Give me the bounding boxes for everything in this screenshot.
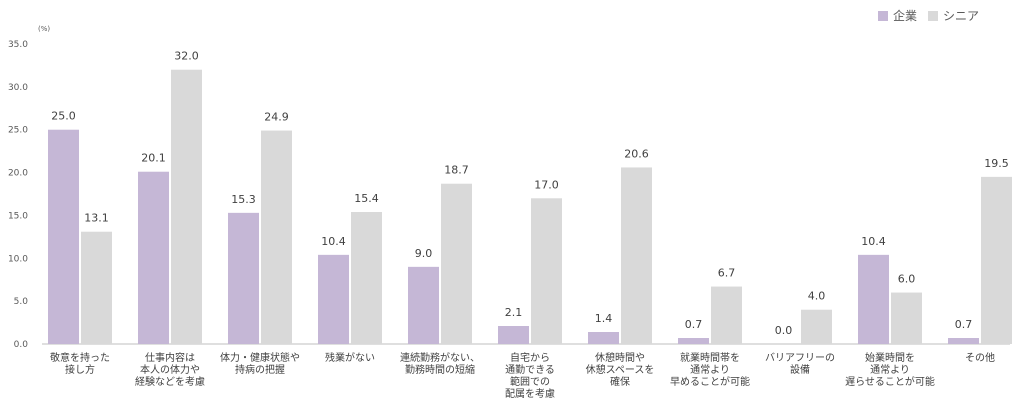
bar-kigyo bbox=[858, 254, 889, 344]
bar-kigyo bbox=[318, 254, 349, 344]
value-labels: 25.0 13.1 20.1 32.0 15.3 24.9 10.4 15.4 9.0 18.7 2… bbox=[51, 50, 1009, 337]
bar-senior bbox=[351, 212, 382, 344]
y-tick-label: 35.0 bbox=[8, 40, 28, 50]
category-label: 体力・健康状態や持病の把握 bbox=[220, 351, 300, 376]
value-label-kigyo: 2.1 bbox=[505, 306, 523, 319]
category-label: 敬意を持った接し方 bbox=[50, 351, 110, 376]
value-label-senior: 19.5 bbox=[984, 157, 1009, 170]
value-label-kigyo: 0.0 bbox=[775, 324, 793, 337]
category-label: 残業がない bbox=[325, 351, 375, 364]
y-tick-label: 5.0 bbox=[14, 297, 29, 307]
y-tick-label: 0.0 bbox=[14, 340, 29, 350]
value-label-senior: 6.7 bbox=[718, 267, 736, 280]
value-label-kigyo: 20.1 bbox=[141, 152, 166, 165]
bar-senior bbox=[621, 167, 652, 344]
value-label-senior: 17.0 bbox=[534, 178, 559, 191]
category-label: 始業時間を通常より遅らせることが可能 bbox=[845, 351, 935, 388]
bar-kigyo bbox=[408, 266, 439, 344]
bar-senior bbox=[801, 309, 832, 344]
legend-swatch-senior bbox=[928, 11, 938, 21]
bar-senior bbox=[981, 176, 1012, 344]
value-label-senior: 4.0 bbox=[808, 290, 826, 303]
legend-label-senior: シニア bbox=[943, 9, 979, 23]
value-label-senior: 18.7 bbox=[444, 164, 469, 177]
bar-senior bbox=[261, 130, 292, 344]
value-label-kigyo: 10.4 bbox=[861, 235, 886, 248]
bar-kigyo bbox=[588, 332, 619, 344]
y-axis: 0.0 5.0 10.0 15.0 20.0 25.0 30.0 35.0 bbox=[8, 40, 28, 350]
category-labels: 敬意を持った接し方仕事内容は本人の体力や経験などを考慮体力・健康状態や持病の把握… bbox=[50, 351, 995, 400]
bar-kigyo bbox=[138, 171, 169, 344]
bar-kigyo bbox=[48, 129, 79, 344]
value-label-kigyo: 0.7 bbox=[955, 318, 973, 331]
category-label: 休憩時間や休憩スペースを確保 bbox=[586, 351, 655, 388]
value-label-senior: 13.1 bbox=[84, 212, 109, 225]
value-label-kigyo: 9.0 bbox=[415, 247, 433, 260]
y-tick-label: 30.0 bbox=[8, 83, 28, 93]
value-label-senior: 20.6 bbox=[624, 147, 649, 160]
category-label: 連続勤務がない、勤務時間の短縮 bbox=[400, 351, 480, 376]
category-label: 就業時間帯を通常より早めることが可能 bbox=[670, 351, 750, 388]
value-label-kigyo: 10.4 bbox=[321, 235, 346, 248]
legend: 企業 シニア bbox=[878, 8, 979, 23]
value-label-kigyo: 15.3 bbox=[231, 193, 256, 206]
value-label-senior: 15.4 bbox=[354, 192, 379, 205]
legend-swatch-kigyo bbox=[878, 11, 888, 21]
bar-senior bbox=[711, 286, 742, 344]
category-label: その他 bbox=[965, 351, 995, 364]
bar-senior bbox=[81, 231, 112, 344]
bar-senior bbox=[531, 198, 562, 344]
value-label-senior: 32.0 bbox=[174, 50, 199, 63]
bar-kigyo bbox=[228, 212, 259, 344]
y-tick-label: 20.0 bbox=[8, 169, 28, 179]
value-label-kigyo: 0.7 bbox=[685, 318, 703, 331]
bar-kigyo bbox=[948, 338, 979, 344]
value-label-senior: 6.0 bbox=[898, 273, 916, 286]
legend-label-kigyo: 企業 bbox=[893, 8, 917, 23]
value-label-kigyo: 1.4 bbox=[595, 312, 613, 325]
y-tick-label: 25.0 bbox=[8, 126, 28, 136]
bar-kigyo bbox=[678, 338, 709, 344]
bar-senior bbox=[441, 183, 472, 344]
value-label-kigyo: 25.0 bbox=[51, 110, 76, 123]
value-label-senior: 24.9 bbox=[264, 111, 289, 124]
category-label: 自宅から通勤できる範囲での配属を考慮 bbox=[505, 351, 555, 400]
category-label: バリアフリーの設備 bbox=[765, 352, 835, 376]
category-label: 仕事内容は本人の体力や経験などを考慮 bbox=[135, 351, 205, 388]
bar-senior bbox=[891, 292, 922, 344]
bar-kigyo bbox=[498, 326, 529, 344]
y-tick-label: 15.0 bbox=[8, 211, 28, 221]
bars bbox=[48, 69, 1012, 344]
bar-senior bbox=[171, 69, 202, 344]
y-tick-label: 10.0 bbox=[8, 254, 28, 264]
y-axis-unit-label: (%) bbox=[38, 25, 50, 33]
